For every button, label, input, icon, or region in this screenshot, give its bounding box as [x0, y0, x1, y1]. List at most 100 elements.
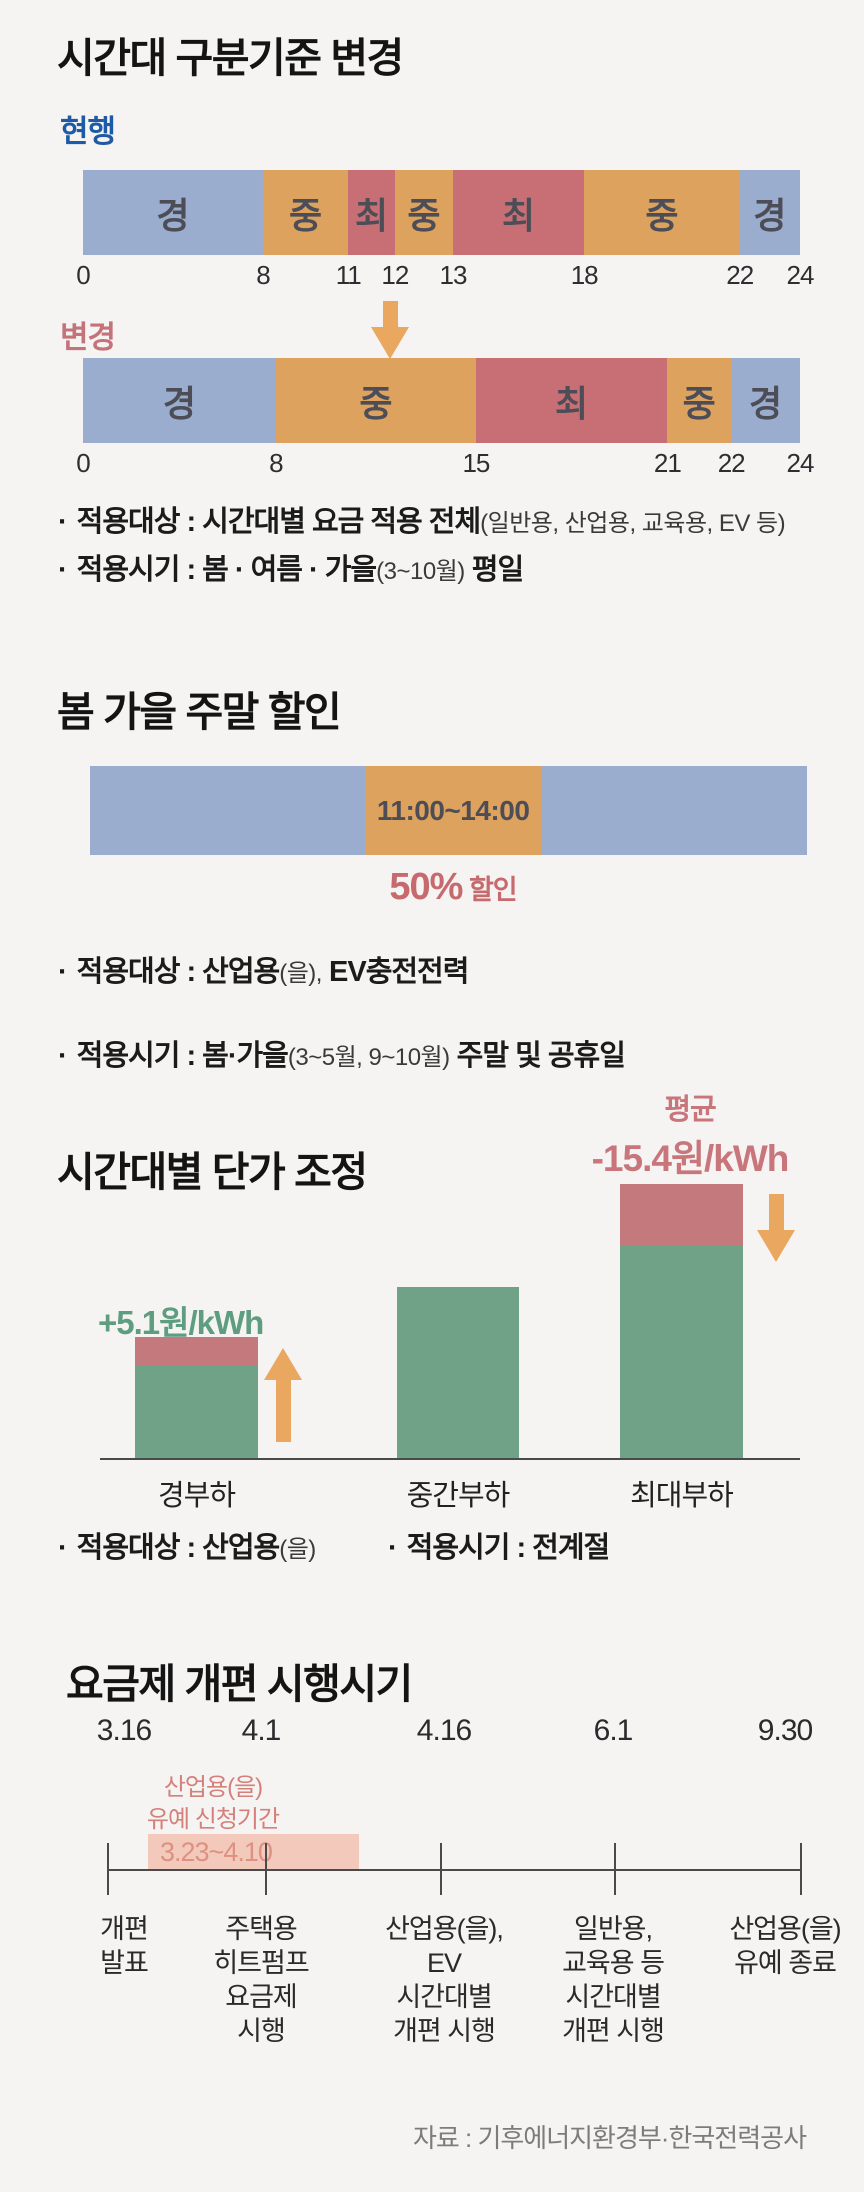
time-segment-11-12: 최: [348, 170, 395, 255]
timeline-event-line: 산업용(을),: [385, 1914, 504, 1944]
bullet-dot: ·: [58, 956, 68, 988]
time-segment-0-8: 경: [83, 170, 263, 255]
light-load-annotation: +5.1원/kWh: [98, 1304, 264, 1341]
grace-note-line1: 산업용(을): [163, 1774, 263, 1801]
timeline-tick-4.16: [440, 1843, 442, 1895]
chart-baseline: [100, 1458, 800, 1460]
hour-tick-15: 15: [462, 448, 490, 478]
bullet-text: 적용시기 : 봄·가을: [76, 1040, 289, 1072]
timeline-event-line: 시행: [237, 2016, 286, 2046]
bullet-dot: ·: [58, 554, 68, 586]
hour-tick-24: 24: [786, 260, 815, 290]
bullet-dot: ·: [58, 1532, 68, 1564]
section3-title: 시간대별 단가 조정: [57, 1149, 368, 1195]
section4-title: 요금제 개편 시행시기: [66, 1661, 413, 1707]
bullet-text: 적용대상 : 산업용: [76, 956, 281, 988]
timeline-event-3.16: 개편 발표: [9, 1912, 239, 1980]
price-bar-base: [397, 1287, 519, 1458]
price-bar-최대부하: [620, 1184, 743, 1458]
timeline-event-line: 시간대별: [396, 1982, 492, 2012]
section1-bullet-period: · 적용시기 : 봄 · 여름 · 가을(3~10월) 평일: [58, 546, 524, 588]
grace-period-dates: 3.23~4.10: [160, 1837, 273, 1867]
timeline-event-line: 주택용: [225, 1914, 298, 1944]
arrow-head: [757, 1230, 795, 1262]
bullet-subtext: (을),: [279, 960, 322, 987]
hour-tick-0: 0: [76, 448, 91, 478]
segment-label: 경: [753, 194, 787, 236]
timeline-date-4.16: 4.16: [416, 1714, 472, 1747]
timeline-event-line: 일반용,: [573, 1914, 653, 1944]
timeline-tick-4.1: [265, 1843, 267, 1895]
timeline-event-line: 시간대별: [565, 1982, 661, 2012]
timeline-date-9.30: 9.30: [757, 1714, 813, 1747]
hour-tick-18: 18: [570, 260, 599, 290]
price-bar-경부하: [135, 1337, 258, 1458]
bullet-text: EV충전전력: [321, 956, 469, 988]
timeline-event-4.1: 주택용 히트펌프 요금제 시행: [146, 1912, 376, 2048]
price-bar-increase-cap: [620, 1184, 743, 1245]
change-down-arrow-icon: [371, 301, 409, 359]
segment-label: 최: [355, 194, 389, 236]
section2-bullet-target: · 적용대상 : 산업용(을), EV충전전력: [58, 948, 469, 990]
time-segment-12-13: 중: [394, 170, 453, 255]
bullet-subtext: (3~5월, 9~10월): [287, 1044, 450, 1071]
time-segment-0-8: 경: [83, 358, 276, 443]
section3-bullet-period: · 적용시기 : 전계절: [388, 1524, 610, 1566]
max-load-annotation: 평균 -15.4원/kWh: [560, 1086, 820, 1182]
price-bar-base: [135, 1365, 258, 1458]
section2-title: 봄 가을 주말 할인: [57, 689, 342, 735]
arrow-shaft: [768, 1194, 784, 1230]
hour-tick-13: 13: [439, 260, 468, 290]
hour-tick-12: 12: [381, 260, 409, 290]
segment-label: 중: [289, 194, 323, 236]
timeline-event-line: 개편 시행: [393, 2016, 496, 2046]
grace-period-note: 산업용(을) 유예 신청기간: [106, 1772, 320, 1836]
section2-bullet-period: · 적용시기 : 봄·가을(3~5월, 9~10월) 주말 및 공휴일: [58, 1032, 626, 1074]
bullet-text: 적용시기 : 봄 · 여름 · 가을: [76, 554, 377, 586]
timeline-event-6.1: 일반용, 교육용 등 시간대별 개편 시행: [498, 1912, 728, 2048]
segment-label: 중: [359, 382, 393, 424]
hour-tick-8: 8: [256, 260, 271, 290]
bullet-text: 적용대상 : 시간대별 요금 적용 전체: [76, 506, 481, 538]
price-bar-중간부하: [397, 1287, 519, 1458]
time-segment-13-18: 최: [452, 170, 585, 255]
timeline-event-line: 교육용 등: [562, 1948, 665, 1978]
time-segment-15-21: 최: [475, 358, 668, 443]
grace-note-line2: 유예 신청기간: [146, 1806, 280, 1833]
time-segment-22-24: 경: [731, 358, 800, 443]
price-adjustment-chart: +5.1원/kWh 경부하 중간부하 최대부하: [90, 1180, 807, 1512]
category-label-경부하: 경부하: [157, 1480, 236, 1512]
hour-tick-21: 21: [653, 448, 682, 478]
category-label-최대부하: 최대부하: [630, 1480, 734, 1512]
source-credit: 자료 : 기후에너지환경부·한국전력공사: [412, 2123, 807, 2153]
hour-tick-11: 11: [335, 260, 362, 290]
bullet-dot: ·: [58, 1040, 68, 1072]
bullet-subtext: (일반용, 산업용, 교육용, EV 등): [480, 510, 786, 537]
annotation-avg: 평균: [664, 1094, 716, 1126]
timeline-tick-6.1: [614, 1843, 616, 1895]
timeline-tick-9.30: [800, 1843, 802, 1895]
bullet-subtext: (을): [279, 1536, 316, 1563]
price-down-arrow-icon: [757, 1194, 795, 1262]
time-segment-8-11: 중: [262, 170, 349, 255]
annotation-delta: -15.4원/kWh: [591, 1138, 790, 1179]
bullet-dot: ·: [388, 1532, 398, 1564]
bullet-subtext: (3~10월): [376, 558, 465, 585]
segment-label: 최: [501, 194, 536, 236]
price-bar-increase-cap: [135, 1337, 258, 1365]
arrow-shaft: [275, 1380, 291, 1442]
grace-period-highlight: 3.23~4.10: [148, 1834, 359, 1871]
category-label-중간부하: 중간부하: [406, 1480, 511, 1512]
time-segment-18-22: 중: [584, 170, 740, 255]
arrow-head: [264, 1348, 302, 1380]
hour-tick-0: 0: [76, 260, 91, 290]
timeline-event-line: 발표: [100, 1948, 149, 1978]
segment-label: 중: [682, 382, 716, 424]
segment-label: 경: [162, 382, 196, 424]
hour-tick-8: 8: [269, 448, 284, 478]
timeline-date-6.1: 6.1: [593, 1714, 634, 1747]
discount-rate: 50% 할인: [353, 866, 553, 909]
